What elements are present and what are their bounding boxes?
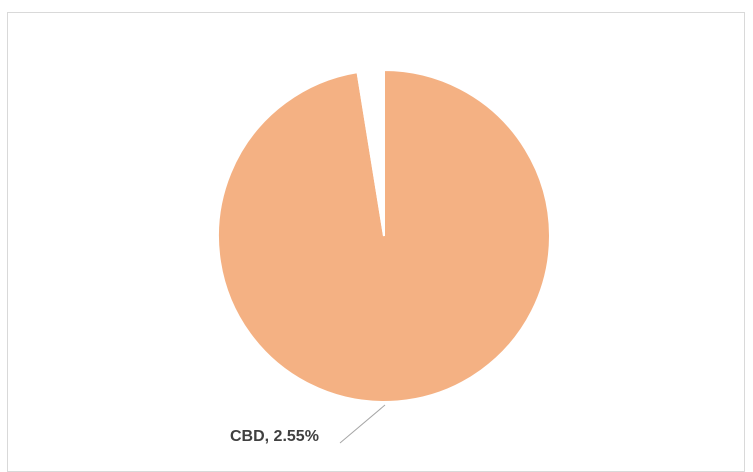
pie-slice-cbd [356,68,385,237]
pie-chart: CBD, 2.55% [217,68,551,445]
data-label-leader-line [339,404,386,444]
data-label-cbd: CBD, 2.55% [230,428,319,445]
pie-slices [217,68,551,403]
